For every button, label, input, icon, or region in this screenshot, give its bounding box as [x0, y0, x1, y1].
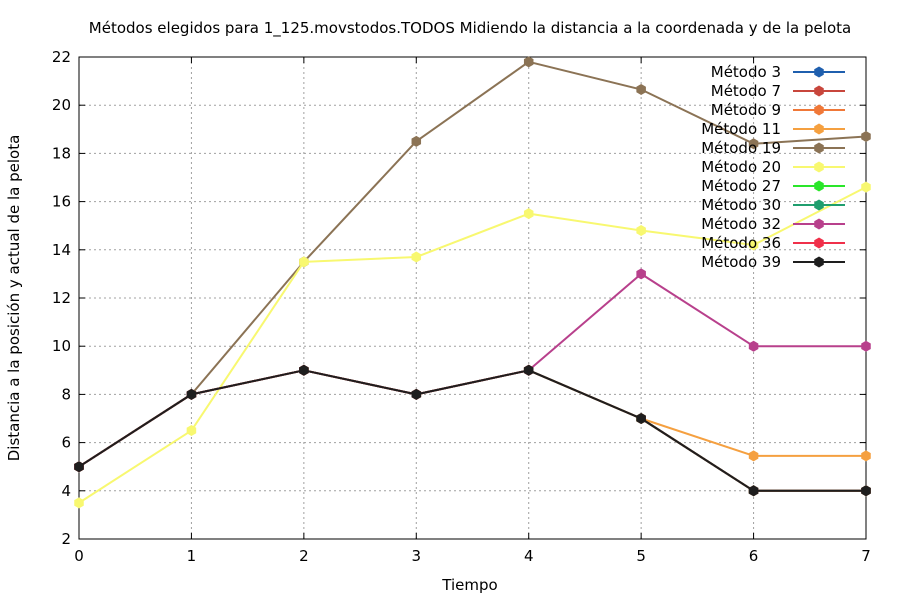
- data-point: [748, 239, 759, 251]
- data-point: [861, 340, 871, 352]
- data-point: [411, 251, 422, 263]
- data-point: [748, 450, 759, 462]
- legend-entry: Método 11: [701, 120, 845, 138]
- data-point: [636, 268, 646, 280]
- series-Método 11: [74, 364, 871, 473]
- y-tick-label: 6: [61, 434, 71, 452]
- data-point: [411, 135, 422, 147]
- data-point: [861, 485, 871, 497]
- series-line: [78, 272, 866, 468]
- series-Método 39: [74, 364, 871, 497]
- legend-label: Método 3: [711, 63, 781, 81]
- y-tick-label: 4: [61, 482, 71, 500]
- legend-label: Método 11: [701, 120, 781, 138]
- data-point: [74, 461, 84, 473]
- legend-entry: Método 7: [711, 82, 845, 100]
- x-tick-label: 4: [524, 547, 534, 565]
- legend-swatch-marker: [814, 256, 824, 268]
- data-point: [636, 84, 646, 96]
- legend-entry: Método 20: [701, 158, 845, 176]
- legend-entry: Método 36: [701, 234, 845, 252]
- data-point: [411, 388, 422, 400]
- series-Método 20: [74, 181, 871, 509]
- legend-label: Método 7: [711, 82, 781, 100]
- data-point: [523, 56, 534, 68]
- legend-label: Método 30: [701, 196, 781, 214]
- legend-swatch-marker: [814, 218, 824, 230]
- y-tick-label: 20: [52, 96, 71, 114]
- data-point: [299, 364, 309, 376]
- x-tick-label: 7: [861, 547, 871, 565]
- series-lines: [74, 56, 871, 509]
- data-point: [636, 225, 646, 237]
- legend-entry: Método 19: [701, 139, 845, 157]
- series-Método 32: [74, 268, 871, 473]
- legend-entry: Método 39: [701, 253, 845, 271]
- grid: [79, 57, 866, 539]
- legend-label: Método 27: [701, 177, 781, 195]
- x-tick-label: 6: [749, 547, 759, 565]
- legend-swatch-marker: [814, 142, 824, 154]
- legend-label: Método 36: [701, 234, 781, 252]
- legend-swatch-marker: [814, 199, 824, 211]
- data-point: [186, 425, 197, 437]
- y-tick-label: 2: [61, 530, 71, 548]
- data-point: [861, 131, 871, 143]
- series-line: [78, 60, 867, 468]
- legend-label: Método 39: [701, 253, 781, 271]
- data-point: [299, 256, 309, 268]
- y-tick-label: 18: [52, 144, 71, 162]
- legend-swatch-marker: [814, 66, 824, 78]
- legend-swatch-marker: [814, 180, 824, 192]
- x-axis-label: Tiempo: [441, 576, 497, 594]
- x-tick-label: 3: [412, 547, 422, 565]
- legend-label: Método 32: [701, 215, 781, 233]
- data-point: [748, 340, 759, 352]
- legend-entry: Método 27: [701, 177, 845, 195]
- data-point: [861, 450, 871, 462]
- data-point: [523, 364, 534, 376]
- y-axis-label: Distancia a la posición y actual de la p…: [5, 135, 23, 462]
- y-tick-label: 10: [52, 337, 71, 355]
- series-line: [78, 186, 867, 504]
- legend-swatch-marker: [814, 161, 824, 173]
- legend-label: Método 19: [701, 139, 781, 157]
- series-line: [78, 369, 866, 468]
- data-point: [861, 181, 871, 193]
- x-tick-label: 2: [299, 547, 309, 565]
- legend-entry: Método 32: [701, 215, 845, 233]
- legend-swatch-marker: [814, 123, 824, 135]
- legend-swatch-marker: [814, 104, 824, 116]
- chart-title: Métodos elegidos para 1_125.movstodos.TO…: [89, 19, 851, 38]
- x-tick-label: 0: [74, 547, 84, 565]
- y-tick-label: 22: [52, 48, 71, 66]
- legend-label: Método 20: [701, 158, 781, 176]
- data-point: [74, 497, 84, 509]
- legend-entry: Método 3: [711, 63, 845, 81]
- legend-entry: Método 30: [701, 196, 845, 214]
- y-tick-label: 8: [61, 385, 71, 403]
- y-tick-label: 16: [52, 193, 71, 211]
- legend-label: Método 9: [711, 101, 781, 119]
- data-point: [636, 413, 646, 424]
- x-tick-label: 1: [187, 547, 197, 565]
- legend-entry: Método 9: [711, 101, 845, 119]
- data-point: [748, 138, 759, 150]
- y-tick-label: 14: [52, 241, 71, 259]
- data-point: [748, 485, 759, 497]
- data-point: [186, 388, 197, 400]
- data-point: [523, 208, 534, 220]
- x-tick-label: 5: [636, 547, 646, 565]
- legend-swatch-marker: [814, 85, 824, 97]
- series-line: [78, 369, 866, 492]
- legend-swatch-marker: [814, 237, 824, 249]
- y-tick-label: 12: [52, 289, 71, 307]
